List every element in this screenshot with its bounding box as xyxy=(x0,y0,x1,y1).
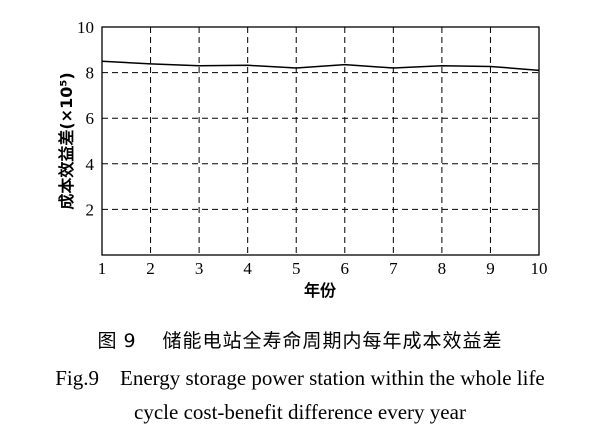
y-tick-label: 2 xyxy=(86,200,95,219)
figure-caption-chinese: 图 9 储能电站全寿命周期内每年成本效益差 xyxy=(0,326,600,353)
data-series xyxy=(101,60,540,72)
y-tick-label: 8 xyxy=(86,64,95,83)
x-tick-label: 5 xyxy=(292,259,301,278)
caption-number: 9 xyxy=(123,330,137,352)
x-tick-label: 3 xyxy=(195,259,204,278)
x-tick-label: 10 xyxy=(531,259,548,278)
plot-frame xyxy=(101,26,540,256)
x-tick-labels: 1 2 3 4 5 6 7 8 9 10 xyxy=(98,259,548,278)
x-tick-label: 9 xyxy=(486,259,495,278)
caption-prefix: 图 xyxy=(97,330,118,352)
y-tick-label: 10 xyxy=(77,18,94,37)
x-tick-label: 1 xyxy=(98,259,107,278)
x-tick-label: 7 xyxy=(389,259,398,278)
grid-lines xyxy=(102,27,539,255)
x-tick-label: 6 xyxy=(341,259,350,278)
x-tick-label: 4 xyxy=(243,259,252,278)
figure-caption-english-line2: cycle cost-benefit difference every year xyxy=(134,400,466,424)
y-tick-labels: 2 4 6 8 10 xyxy=(77,18,95,219)
series-line xyxy=(101,60,540,72)
x-tick-label: 8 xyxy=(438,259,447,278)
y-tick-label: 4 xyxy=(86,155,95,174)
x-axis-label: 年份 xyxy=(304,281,337,300)
y-axis-label: 成本效益差(×10⁵) xyxy=(57,72,76,209)
x-tick-label: 2 xyxy=(146,259,155,278)
y-tick-label: 6 xyxy=(86,109,95,128)
figure-caption-english-line1: Fig.9 Energy storage power station withi… xyxy=(55,366,545,390)
caption-title-chinese: 储能电站全寿命周期内每年成本效益差 xyxy=(162,330,503,352)
